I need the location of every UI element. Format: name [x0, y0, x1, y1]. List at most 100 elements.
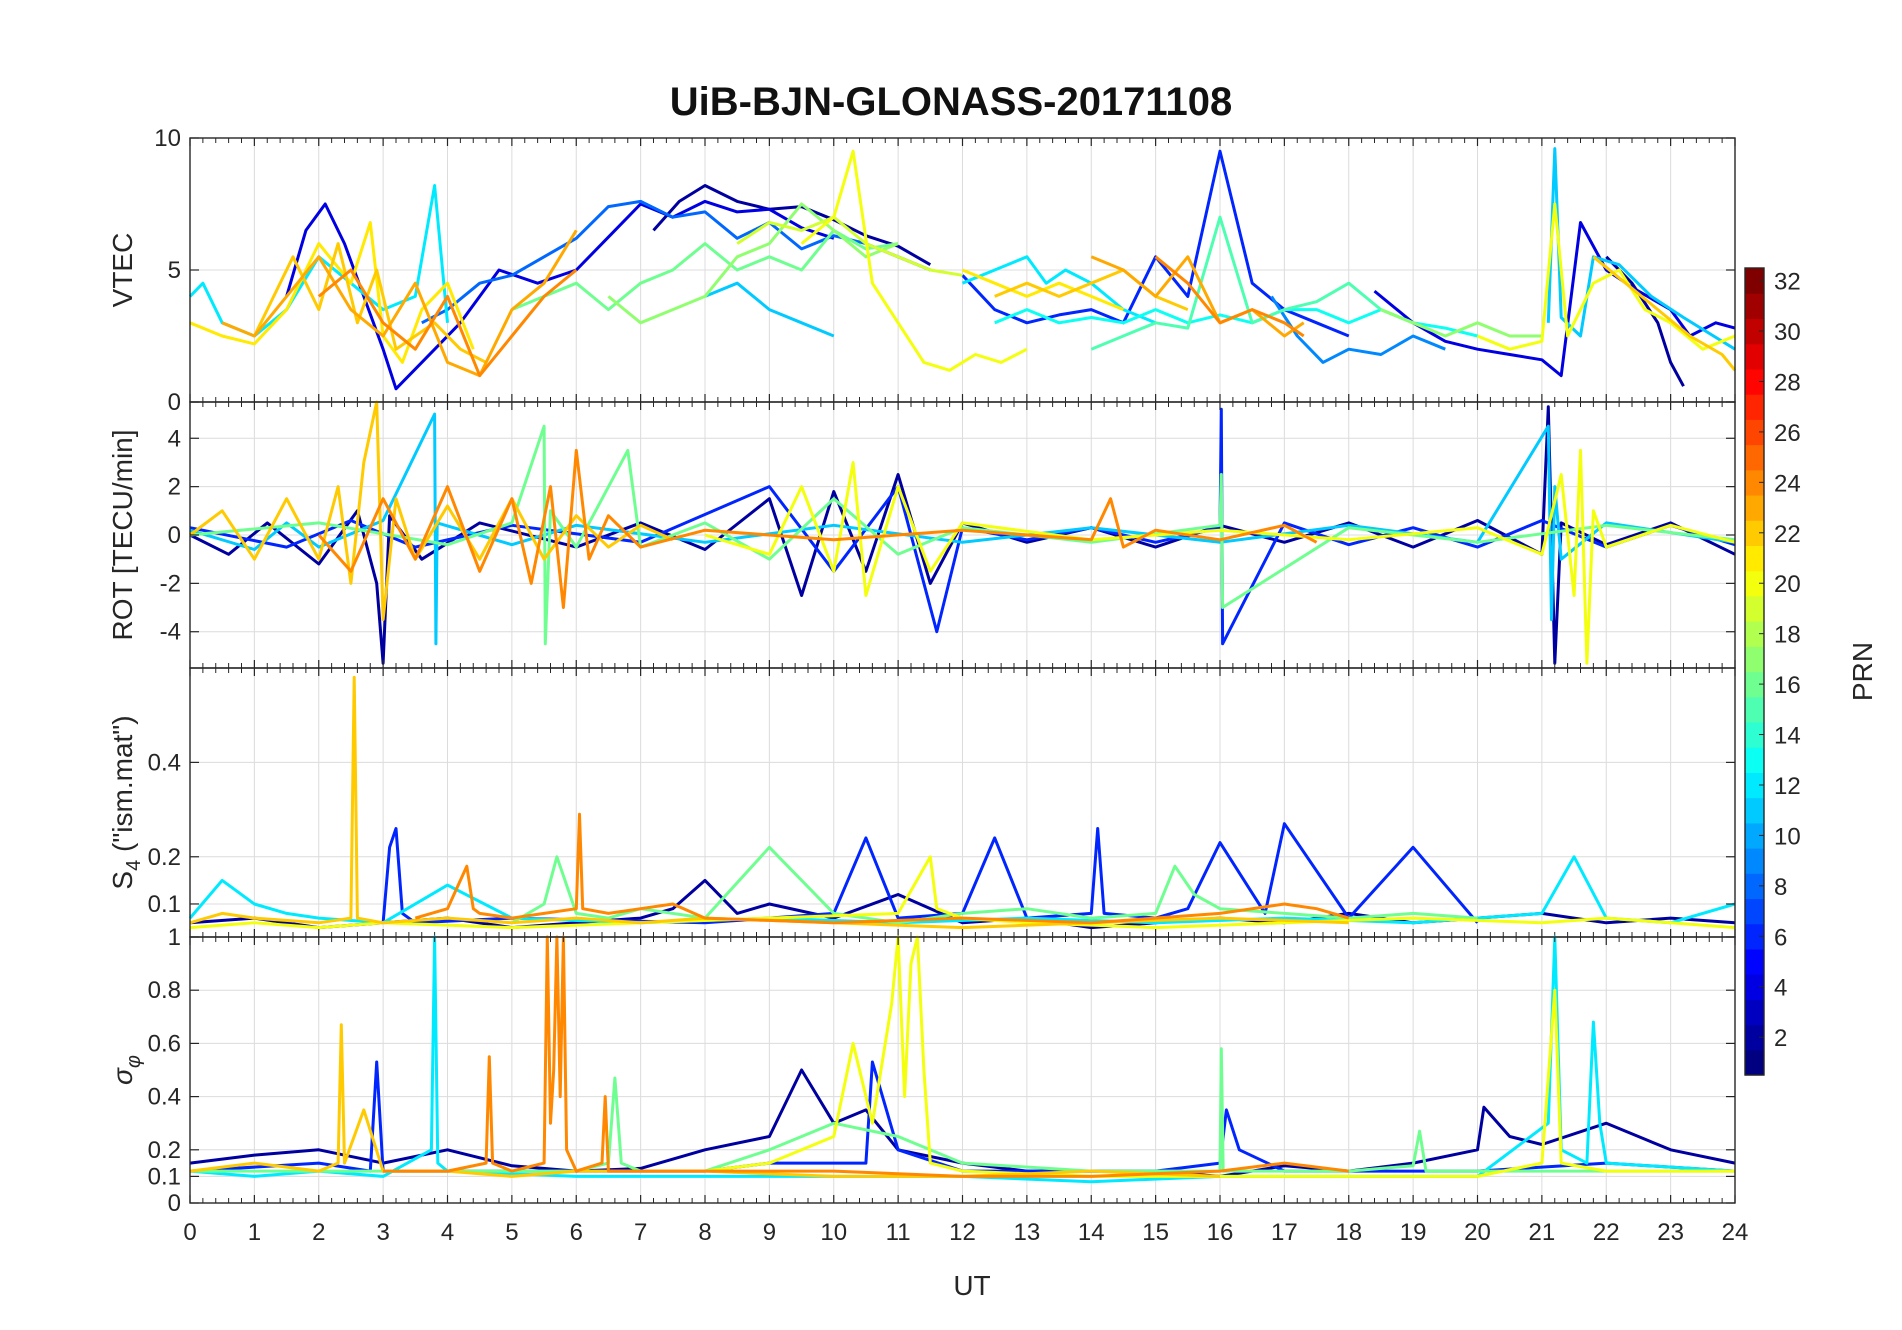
series-line-prn-8 [421, 199, 931, 325]
series-line-prn-2 [189, 1068, 1736, 1178]
s4-ylabel-sub: 4 [123, 860, 145, 871]
x-tick-label: 15 [1142, 1219, 1169, 1246]
colorbar-cell [1745, 494, 1764, 521]
series-line-prn-9 [1270, 295, 1446, 364]
colorbar-cell [1745, 621, 1764, 647]
vtec-y-tick-label: 0 [168, 389, 181, 416]
colorbar-tick-label: 10 [1774, 823, 1801, 850]
vtec-ticks: 0 5 10 [154, 125, 1736, 416]
series-line-prn-24 [414, 812, 1350, 925]
colorbar-cell [1745, 646, 1764, 673]
colorbar-cell [1745, 873, 1764, 900]
rot-y-tick-label: 2 [168, 474, 181, 501]
s4-ylabel: S4 ("ism.mat") [107, 715, 145, 889]
x-tick-label: 16 [1207, 1219, 1234, 1246]
colorbar-cell [1745, 999, 1764, 1026]
s4-y-tick-label: 0.2 [148, 844, 181, 871]
colorbar-cell [1745, 469, 1764, 496]
colorbar-label: PRN [1847, 642, 1878, 701]
colorbar-cell [1745, 898, 1764, 925]
x-tick-label: 21 [1529, 1219, 1556, 1246]
x-tick-label: 22 [1593, 1219, 1620, 1246]
vtec-panel: 0 5 10 VTEC [107, 125, 1737, 416]
series-line-prn-12 [188, 855, 1736, 925]
s4-series [188, 675, 1736, 930]
colorbar-tick-label: 26 [1774, 420, 1801, 447]
colorbar-cell [1745, 848, 1764, 874]
colorbar-cells [1745, 268, 1764, 1076]
colorbar-cell [1745, 671, 1764, 698]
series-line-prn-20 [1476, 202, 1736, 351]
x-tick-label: 23 [1657, 1219, 1684, 1246]
series-line-prn-24 [317, 268, 578, 378]
x-tick-label: 3 [376, 1219, 389, 1246]
colorbar-tick-label: 30 [1774, 319, 1801, 346]
colorbar-cell [1745, 797, 1764, 824]
x-tick-label: 19 [1400, 1219, 1427, 1246]
rot-ylabel: ROT [TECU/min] [107, 429, 138, 640]
colorbar-cell [1745, 1049, 1764, 1076]
rot-series [189, 400, 1736, 665]
sigma-y-tick-label: 1 [168, 924, 181, 951]
x-tick-label: 9 [763, 1219, 776, 1246]
sigma-y-tick-label: 0.8 [148, 977, 181, 1004]
sigma-y-tick-label: 0.1 [148, 1163, 181, 1190]
s4-y-tick-label: 0.1 [148, 891, 181, 918]
colorbar-cell [1745, 520, 1764, 547]
colorbar-cell [1745, 1024, 1764, 1051]
sigma-y-tick-label: 0.2 [148, 1137, 181, 1164]
sigma-y-tick-label: 0.4 [148, 1084, 181, 1111]
series-line-prn-4 [1373, 221, 1736, 378]
sigma-series [189, 935, 1736, 1184]
sigma-y-tick-label: 0.6 [148, 1030, 181, 1057]
colorbar-tick-label: 20 [1774, 571, 1801, 598]
colorbar-cell [1745, 419, 1764, 446]
s4-ylabel-rest: ("ism.mat") [107, 715, 138, 859]
s4-y-tick-label: 0.4 [148, 749, 181, 776]
x-tick-label: 24 [1722, 1219, 1749, 1246]
colorbar-tick-label: 12 [1774, 773, 1801, 800]
x-tick-label: 1 [248, 1219, 261, 1246]
vtec-series [188, 147, 1737, 391]
series-line-prn-22 [1592, 255, 1737, 372]
colorbar-cell [1745, 696, 1764, 723]
colorbar-tick-label: 6 [1774, 924, 1787, 951]
series-line-prn-11 [704, 281, 835, 338]
colorbar-tick-label: 14 [1774, 723, 1801, 750]
colorbar-tick-label: 22 [1774, 521, 1801, 548]
rot-ticks: -4 -2 0 2 4 [160, 402, 1736, 668]
series-line-prn-22 [189, 400, 674, 622]
colorbar-tick-label: 16 [1774, 672, 1801, 699]
colorbar-cell [1745, 747, 1764, 773]
colorbar-cell [1745, 570, 1764, 597]
colorbar-cell [1745, 343, 1764, 370]
s4-ylabel-main: S [107, 871, 138, 890]
colorbar-tick-label: 32 [1774, 269, 1801, 296]
colorbar-cell [1745, 368, 1764, 395]
sigma-y-tick-label: 0 [168, 1190, 181, 1217]
series-line-prn-20 [704, 935, 1735, 1178]
colorbar-cell [1745, 822, 1764, 849]
colorbar-cell [1745, 293, 1764, 320]
vtec-y-tick-label: 10 [154, 125, 181, 152]
x-tick-label: 4 [441, 1219, 454, 1246]
s4-panel: 0.1 0.2 0.4 S4 ("ism.mat") [107, 667, 1736, 938]
colorbar-cell [1745, 974, 1764, 1000]
vtec-y-tick-label: 5 [168, 257, 181, 284]
series-line-prn-20 [704, 448, 1736, 665]
colorbar-cell [1745, 772, 1764, 799]
sigma-panel: 00.10.2 0.4 0.6 0.8 1 σφ [107, 924, 1736, 1217]
x-tick-label: 12 [949, 1219, 976, 1246]
x-tick-label: 6 [570, 1219, 583, 1246]
rot-panel: -4 -2 0 2 4 ROT [TECU/min] [107, 400, 1736, 669]
x-tick-label: 13 [1014, 1219, 1041, 1246]
series-line-prn-22 [189, 675, 1349, 930]
colorbar-cell [1745, 721, 1764, 748]
x-tick-label: 5 [505, 1219, 518, 1246]
s4-grid [189, 668, 1736, 937]
rot-y-tick-label: -4 [160, 619, 181, 646]
colorbar-tick-label: 2 [1774, 1025, 1787, 1052]
series-line-prn-16 [189, 424, 1736, 646]
